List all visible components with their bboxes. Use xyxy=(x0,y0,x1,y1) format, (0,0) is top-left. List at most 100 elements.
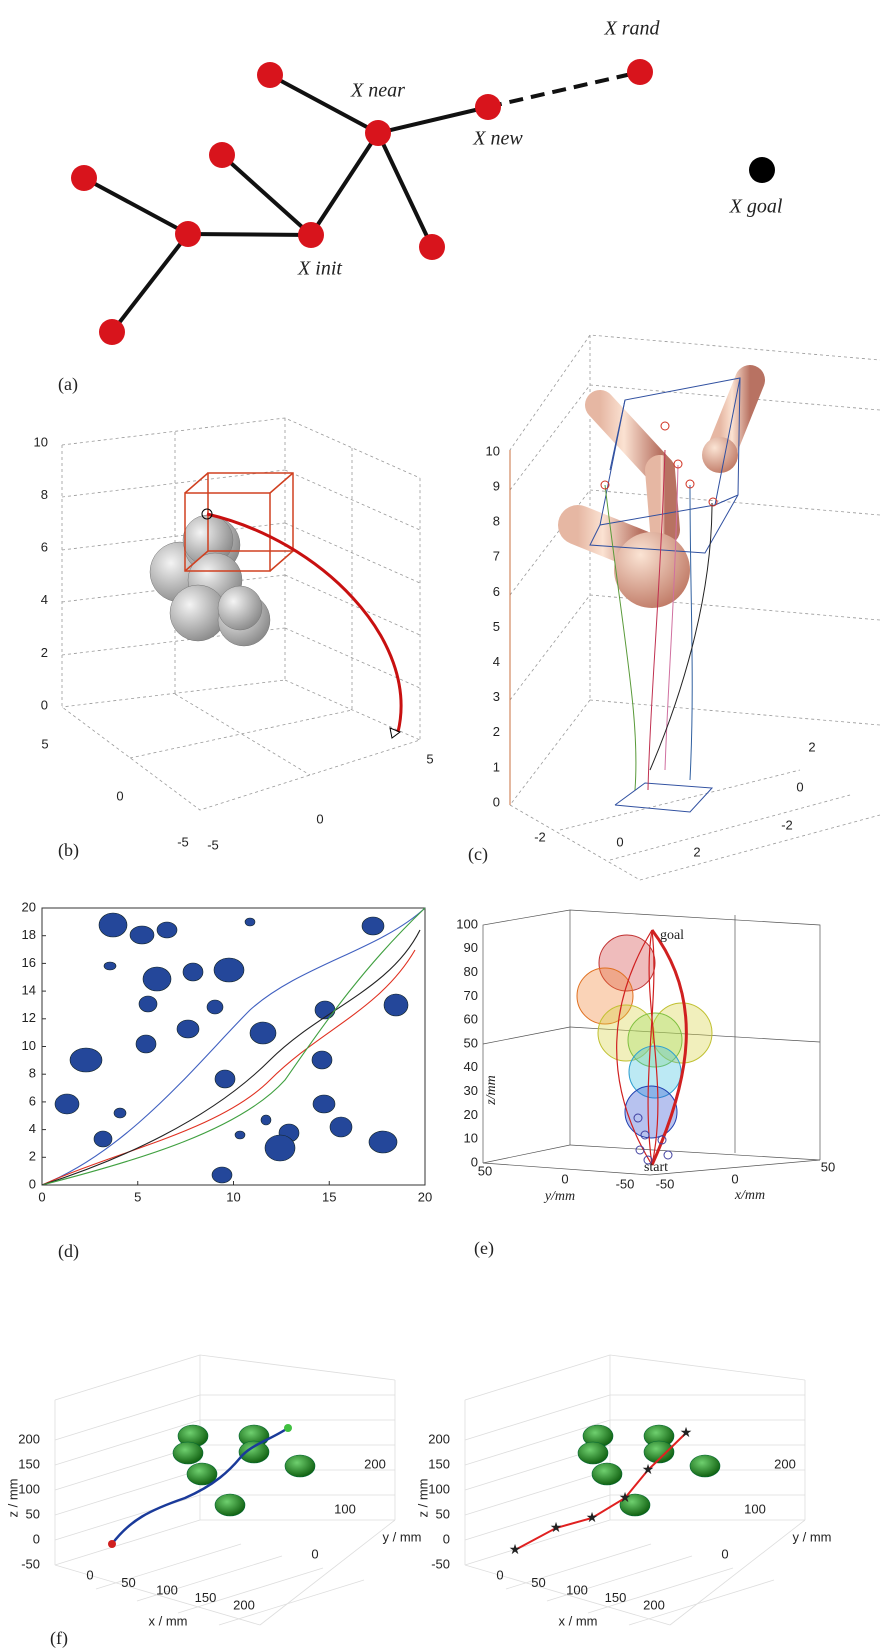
tick-label: 0 xyxy=(316,811,323,826)
grid-line xyxy=(464,1469,611,1516)
tick-label: 3 xyxy=(493,689,500,704)
tick-label: 80 xyxy=(464,964,478,979)
tick-label: 200 xyxy=(233,1597,255,1612)
panel-label: (d) xyxy=(58,1241,79,1262)
waypoint: ★ xyxy=(619,1491,632,1506)
tick-label: 0 xyxy=(29,1176,36,1191)
tick-label: 0 xyxy=(561,1171,568,1186)
robot-arm xyxy=(558,365,765,608)
tick-label: 0 xyxy=(38,1189,45,1204)
waypoint: ★ xyxy=(642,1463,655,1478)
tick-label: 100 xyxy=(156,1582,178,1597)
tick-label: 50 xyxy=(464,1035,478,1050)
obstacle xyxy=(643,1440,675,1464)
panel-label: (c) xyxy=(468,844,488,865)
obstacle xyxy=(689,1454,721,1478)
panel-label: (e) xyxy=(474,1238,494,1259)
tick-label: 0 xyxy=(796,779,803,794)
tick-label: 100 xyxy=(456,916,478,931)
tick-label: -2 xyxy=(781,817,793,832)
obstacles xyxy=(149,514,271,647)
axis-label: x / mm xyxy=(559,1613,598,1628)
waypoint: ★ xyxy=(550,1521,563,1536)
axis-label: y / mm xyxy=(793,1529,832,1544)
grid-line xyxy=(464,1419,611,1466)
tick-label: 4 xyxy=(29,1121,36,1136)
tick-label: 0 xyxy=(731,1171,738,1186)
tick-label: -50 xyxy=(21,1556,40,1571)
tick-label: 100 xyxy=(566,1582,588,1597)
axis-label: z / mm xyxy=(415,1479,430,1518)
grid-line xyxy=(464,1354,611,1401)
tick-label: 0 xyxy=(493,794,500,809)
obstacles xyxy=(54,912,409,1184)
tick-label: 0 xyxy=(116,788,123,803)
panel-label: (a) xyxy=(58,374,78,395)
tick-label: 6 xyxy=(29,1093,36,1108)
obstacle xyxy=(591,1462,623,1486)
node-label: X near xyxy=(350,80,405,102)
tick-label: 7 xyxy=(493,549,500,564)
node-label: X rand xyxy=(604,18,661,40)
obstacle xyxy=(238,1440,270,1464)
tick-label: 8 xyxy=(29,1066,36,1081)
tick-label: 8 xyxy=(41,487,48,502)
tick-label: 10 xyxy=(464,1131,478,1146)
grid-line xyxy=(669,1519,806,1626)
annotation: start xyxy=(644,1160,668,1175)
panel-label: (f) xyxy=(50,1628,68,1649)
tick-label: 0 xyxy=(311,1546,318,1561)
tick-label: 0 xyxy=(41,697,48,712)
node-label: X init xyxy=(297,258,342,280)
tick-label: -50 xyxy=(431,1556,450,1571)
grid-line xyxy=(587,1567,734,1614)
tick-label: 5 xyxy=(493,619,500,634)
tick-label: 1 xyxy=(493,759,500,774)
tick-label: 50 xyxy=(531,1575,545,1590)
axis-label: y / mm xyxy=(383,1529,422,1544)
tick-label: 6 xyxy=(41,540,48,555)
tick-label: 150 xyxy=(605,1590,627,1605)
tick-label: -5 xyxy=(177,834,189,849)
tick-label: 50 xyxy=(478,1163,492,1178)
waypoint xyxy=(633,1113,643,1123)
waypoint xyxy=(635,1145,645,1155)
tick-label: 12 xyxy=(22,1010,36,1025)
tick-label: 150 xyxy=(18,1456,40,1471)
grid-line xyxy=(54,1519,201,1566)
grid-line xyxy=(95,1543,242,1590)
waypoint xyxy=(657,1135,667,1145)
tick-label: 60 xyxy=(464,1012,478,1027)
tick-label: 30 xyxy=(464,1083,478,1098)
grid-line xyxy=(54,1494,201,1541)
grid-line xyxy=(505,1543,652,1590)
grid-line xyxy=(54,1419,201,1466)
tick-label: -50 xyxy=(656,1176,675,1191)
tick-label: -50 xyxy=(616,1176,635,1191)
axis-label: z/mm xyxy=(484,1075,499,1106)
tick-label: 9 xyxy=(493,479,500,494)
tick-label: 0 xyxy=(616,834,623,849)
tick-label: 2 xyxy=(808,739,815,754)
tick-label: 20 xyxy=(22,899,36,914)
goal-marker xyxy=(389,727,402,739)
tick-label: 4 xyxy=(493,654,500,669)
grid-line xyxy=(54,1354,201,1401)
tick-label: 14 xyxy=(22,983,36,998)
grid-line xyxy=(259,1519,396,1626)
grid-line xyxy=(546,1555,693,1602)
panel-label: (b) xyxy=(58,840,79,861)
tick-label: 5 xyxy=(134,1189,141,1204)
waypoints xyxy=(600,421,718,507)
path xyxy=(514,1432,687,1551)
grid-line xyxy=(218,1579,365,1626)
obstacle xyxy=(284,1454,316,1478)
tick-label: 200 xyxy=(18,1431,40,1446)
tick-label: 200 xyxy=(364,1456,386,1471)
obstacle xyxy=(619,1493,651,1517)
obstacles xyxy=(576,934,713,1139)
obstacle xyxy=(172,1441,204,1465)
tick-label: -2 xyxy=(534,829,546,844)
grid-line xyxy=(609,1354,806,1381)
tick-label: 200 xyxy=(428,1431,450,1446)
